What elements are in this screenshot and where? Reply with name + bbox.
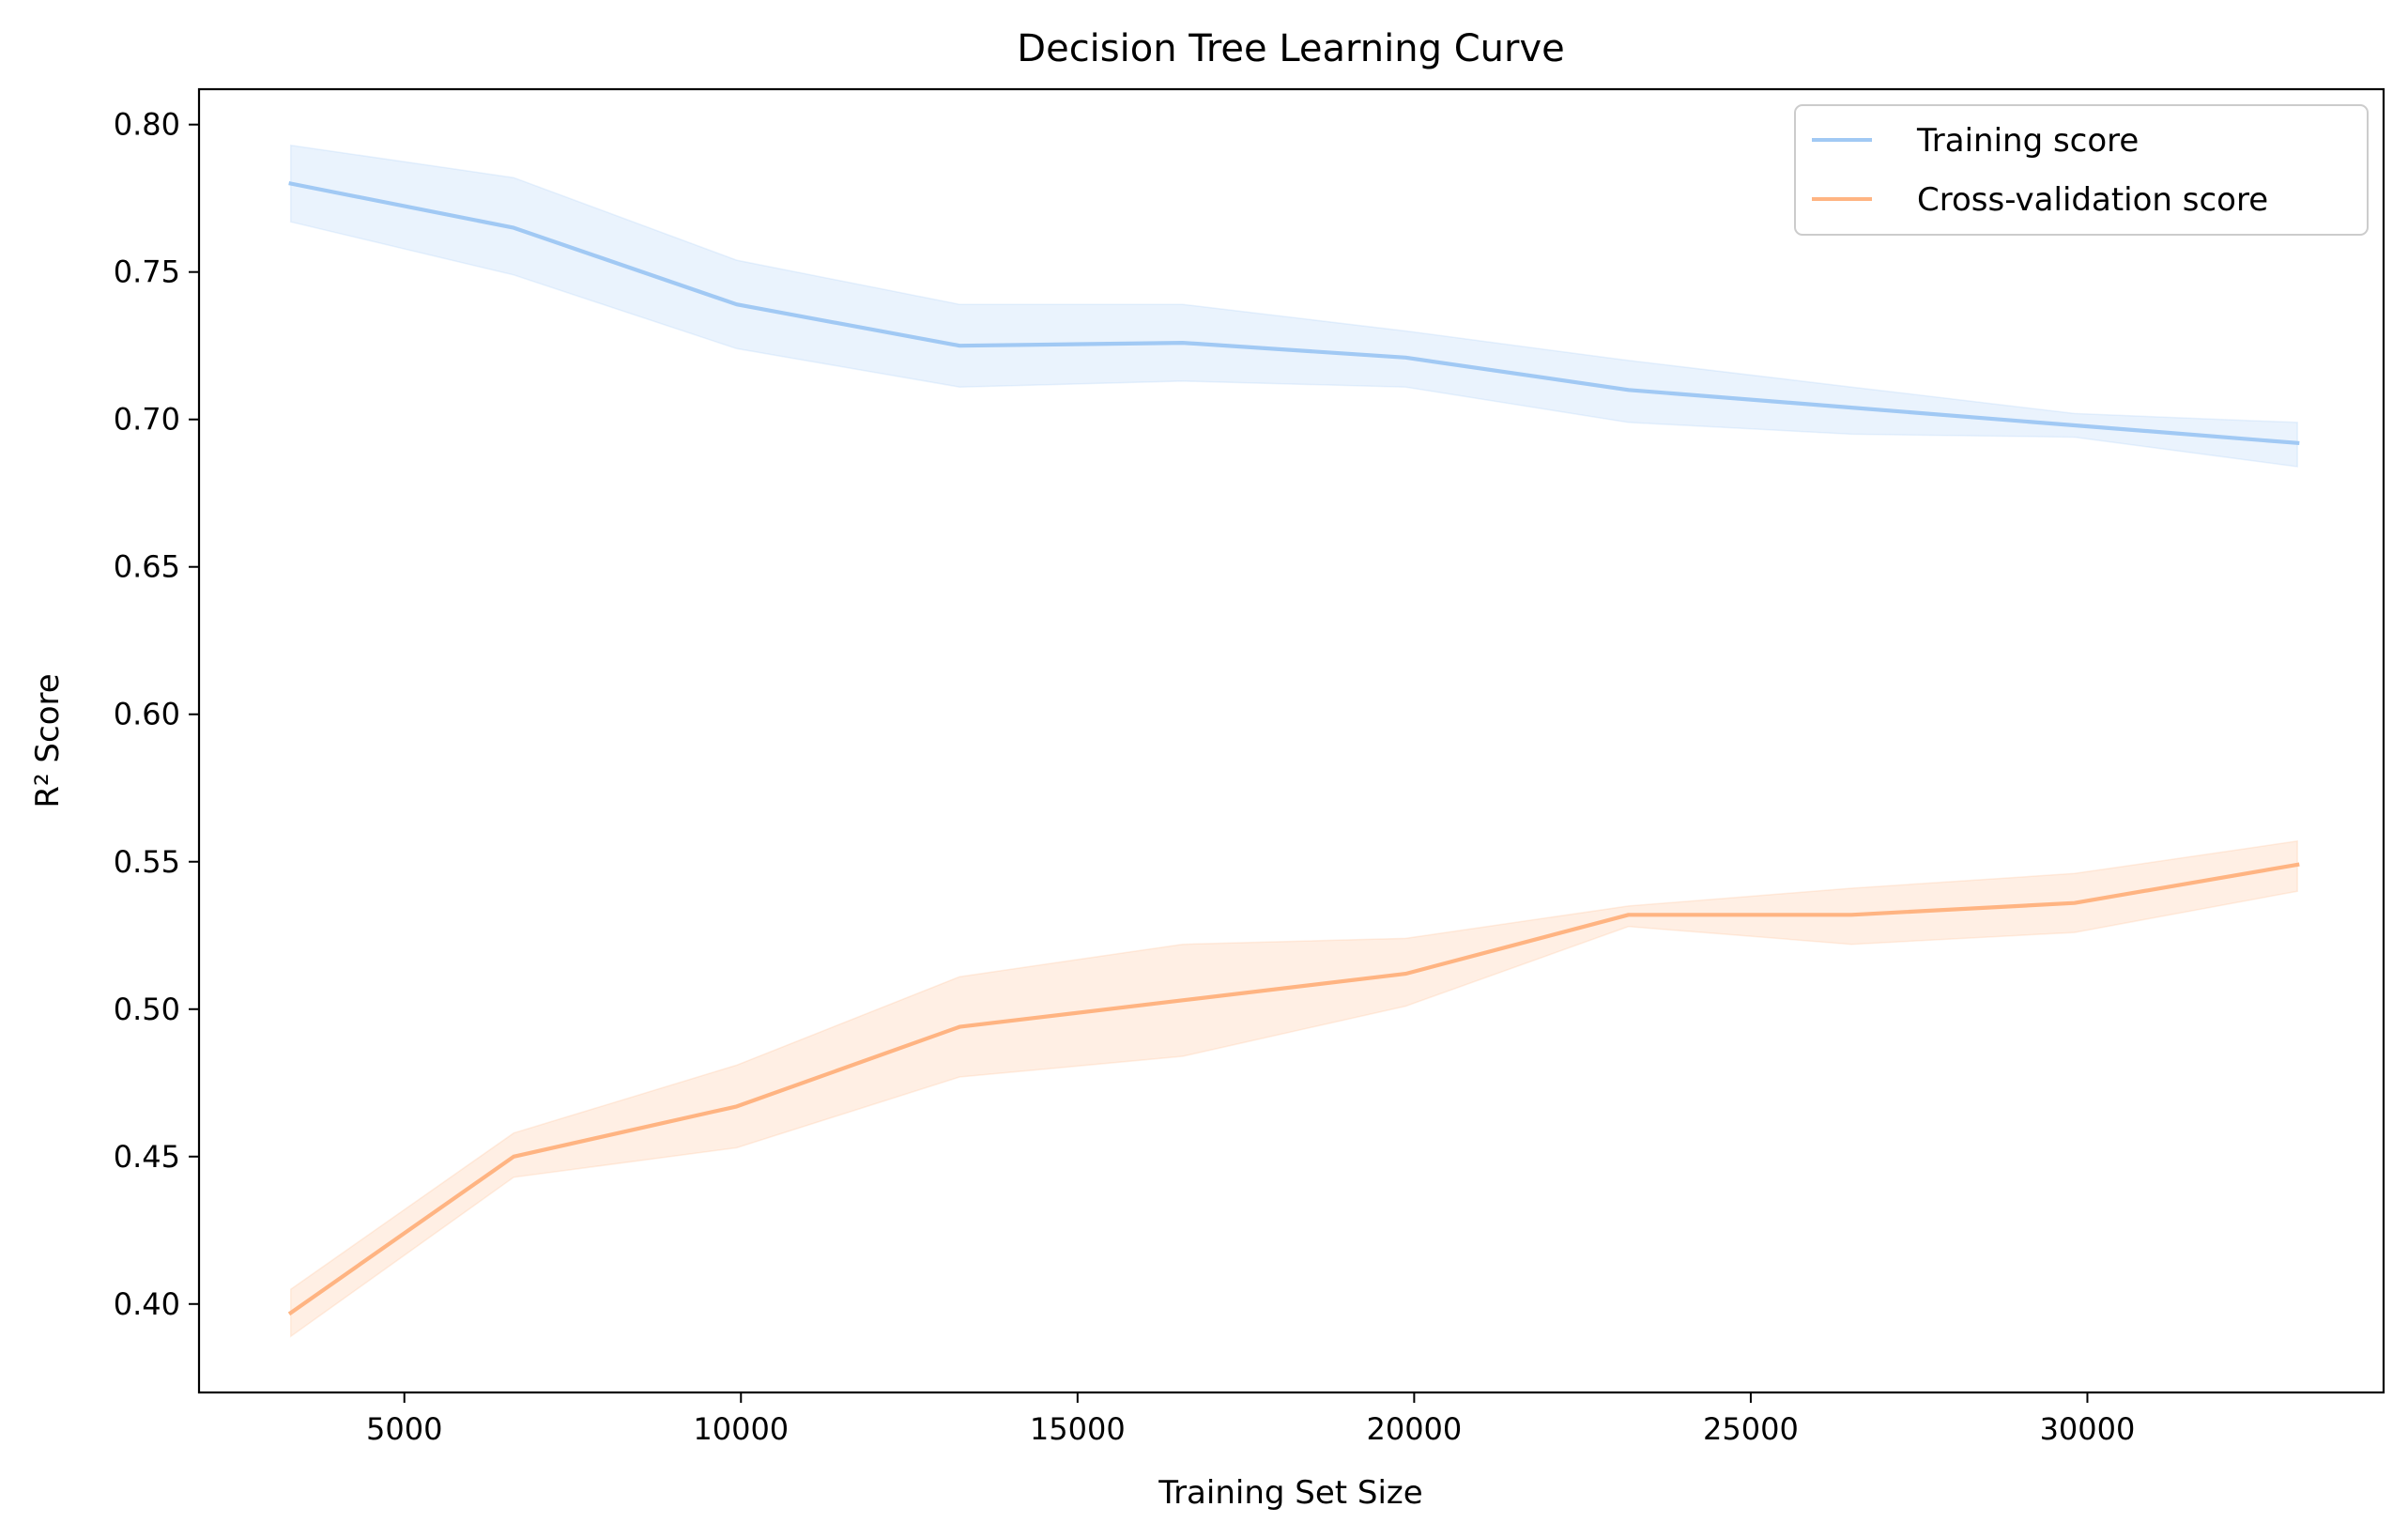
y-tick-label: 0.80 <box>114 107 180 143</box>
series-lines <box>287 181 2300 1316</box>
y-tick-label: 0.60 <box>114 697 180 732</box>
legend: Training score Cross-validation score <box>1794 104 2369 236</box>
series-line-cross-validation <box>287 862 2300 1316</box>
y-tick-label: 0.65 <box>114 549 180 585</box>
band-cross-validation <box>289 839 2298 1338</box>
x-tick-label: 5000 <box>366 1411 442 1447</box>
x-tick-label: 20000 <box>1366 1411 1462 1447</box>
y-tick-label: 0.45 <box>114 1139 180 1175</box>
legend-label-training: Training score <box>1916 122 2139 160</box>
y-axis-label: R² Score <box>29 673 67 807</box>
confidence-bands <box>289 144 2298 1338</box>
legend-box <box>1794 104 2369 236</box>
x-tick-label: 25000 <box>1703 1411 1799 1447</box>
x-tick-label: 10000 <box>693 1411 789 1447</box>
y-tick-label: 0.70 <box>114 402 180 438</box>
chart-title: Decision Tree Learning Curve <box>1017 27 1564 70</box>
y-axis-ticks: 0.40 0.45 0.50 0.55 0.60 0.65 0.70 0.75 0.80 <box>114 107 199 1322</box>
x-tick-label: 30000 <box>2040 1411 2136 1447</box>
y-tick-label: 0.75 <box>114 254 180 290</box>
x-axis-ticks: 5000 10000 15000 20000 25000 30000 <box>366 1392 2135 1447</box>
x-axis-label: Training Set Size <box>1158 1474 1422 1512</box>
y-tick-label: 0.50 <box>114 992 180 1027</box>
x-tick-label: 15000 <box>1030 1411 1126 1447</box>
legend-label-cross-validation: Cross-validation score <box>1917 181 2268 219</box>
y-tick-label: 0.40 <box>114 1286 180 1322</box>
band-training <box>289 144 2298 468</box>
y-tick-label: 0.55 <box>114 844 180 880</box>
series-line-training <box>288 181 2300 446</box>
plot-frame <box>197 87 2385 1394</box>
